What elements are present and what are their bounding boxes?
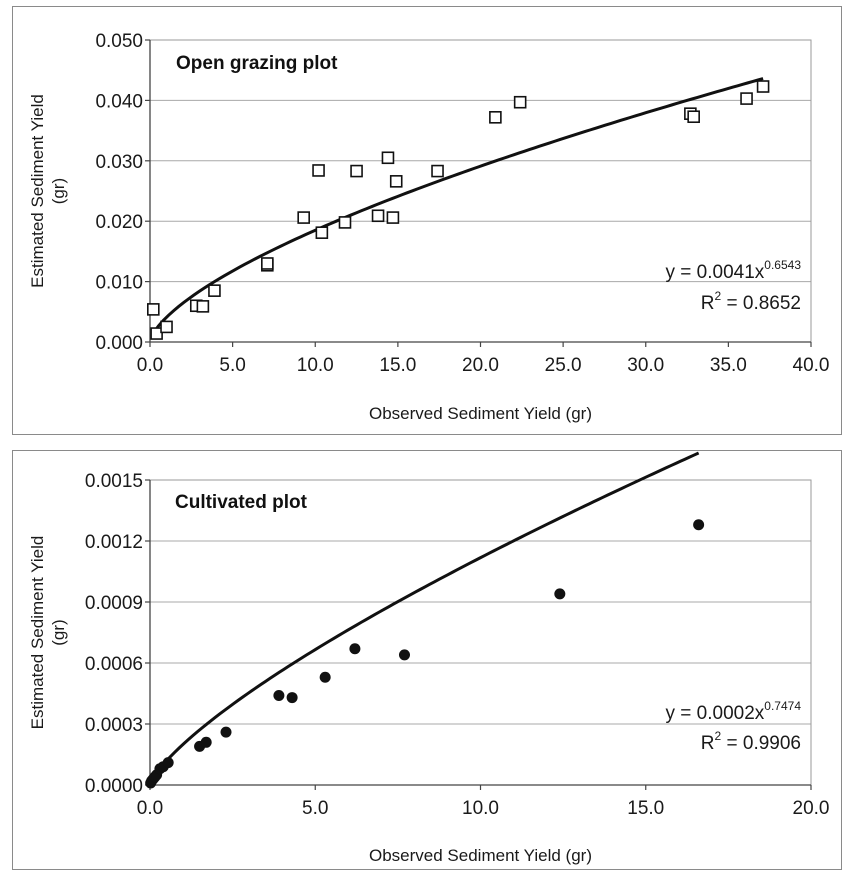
x-tick-label: 0.0 bbox=[137, 355, 163, 376]
data-point bbox=[381, 151, 395, 165]
r-squared-label: R2 = 0.8652 bbox=[701, 289, 801, 314]
data-point bbox=[554, 588, 566, 600]
x-tick-label: 15.0 bbox=[627, 798, 664, 819]
x-tick-label: 25.0 bbox=[545, 355, 582, 376]
data-point bbox=[371, 209, 385, 223]
data-point bbox=[312, 164, 325, 177]
data-point bbox=[160, 320, 173, 334]
data-point bbox=[261, 257, 274, 270]
data-point bbox=[273, 690, 285, 702]
y-tick-label: 0.040 bbox=[95, 91, 143, 112]
data-point bbox=[398, 649, 410, 661]
data-point bbox=[286, 692, 298, 704]
y-axis-title-line: (gr) bbox=[49, 619, 68, 645]
chart-panel-cultivated: 0.0000 0.0003 0.0006 0.0009 0.0012 0.0015 0.0 5… bbox=[12, 450, 842, 870]
data-point bbox=[196, 300, 210, 313]
y-tick-label: 0.030 bbox=[95, 152, 143, 173]
y-tick-label: 0.0006 bbox=[85, 654, 143, 675]
data-point bbox=[756, 80, 770, 93]
x-axis-title: Observed Sediment Yield (gr) bbox=[369, 404, 592, 423]
data-point bbox=[200, 736, 212, 748]
data-point bbox=[513, 95, 527, 109]
data-point bbox=[349, 643, 361, 655]
trendline-equation: y = 0.0002x0.7474 bbox=[666, 699, 802, 724]
chart-svg-open-grazing: 0.000 0.010 0.020 0.030 0.040 0.050 0.0 5.0 10.0… bbox=[28, 31, 830, 423]
y-tick-label: 0.0009 bbox=[85, 593, 143, 614]
data-point bbox=[693, 519, 705, 531]
chart-title: Cultivated plot bbox=[175, 492, 308, 513]
x-tick-label: 0.0 bbox=[137, 798, 163, 819]
trendline bbox=[150, 451, 700, 782]
x-tick-label: 20.0 bbox=[793, 798, 830, 819]
data-point bbox=[315, 226, 329, 239]
data-point bbox=[389, 175, 403, 188]
data-point bbox=[150, 327, 163, 340]
x-tick-label: 10.0 bbox=[462, 798, 499, 819]
x-tick-label: 15.0 bbox=[379, 355, 416, 376]
y-axis-title-line: Estimated Sediment Yield bbox=[28, 94, 47, 288]
chart-panel-open-grazing: 0.000 0.010 0.020 0.030 0.040 0.050 0.0 5.0 10.0… bbox=[12, 6, 842, 435]
data-point bbox=[740, 92, 753, 105]
x-tick-label: 30.0 bbox=[627, 355, 664, 376]
data-point bbox=[162, 757, 174, 769]
y-tick-label: 0.0000 bbox=[85, 776, 143, 797]
data-point bbox=[208, 284, 221, 297]
data-point bbox=[220, 726, 232, 738]
x-tick-label: 40.0 bbox=[793, 355, 830, 376]
data-point bbox=[297, 211, 310, 224]
y-tick-label: 0.0003 bbox=[85, 715, 143, 736]
y-tick-label: 0.050 bbox=[95, 31, 143, 52]
data-point bbox=[489, 111, 502, 124]
chart-title: Open grazing plot bbox=[176, 53, 338, 74]
x-tick-label: 5.0 bbox=[219, 355, 245, 376]
data-point bbox=[687, 110, 700, 124]
y-tick-label: 0.010 bbox=[95, 273, 143, 294]
data-point bbox=[338, 216, 352, 229]
data-point bbox=[350, 164, 363, 178]
x-tick-label: 20.0 bbox=[462, 355, 499, 376]
data-point bbox=[319, 671, 331, 683]
trendline bbox=[152, 77, 764, 335]
x-tick-label: 5.0 bbox=[302, 798, 328, 819]
y-tick-label: 0.0012 bbox=[85, 532, 143, 553]
y-tick-label: 0.000 bbox=[95, 333, 143, 354]
y-axis-title-line: Estimated Sediment Yield bbox=[28, 536, 47, 730]
data-point bbox=[431, 164, 444, 178]
y-tick-label: 0.020 bbox=[95, 212, 143, 233]
data-point bbox=[147, 303, 160, 316]
x-tick-label: 35.0 bbox=[710, 355, 747, 376]
y-axis-title-line: (gr) bbox=[49, 178, 68, 204]
x-tick-label: 10.0 bbox=[297, 355, 334, 376]
data-point bbox=[386, 211, 400, 224]
trendline-equation: y = 0.0041x0.6543 bbox=[666, 258, 802, 283]
x-axis-title: Observed Sediment Yield (gr) bbox=[369, 846, 592, 865]
y-tick-label: 0.0015 bbox=[85, 471, 143, 492]
chart-svg-cultivated: 0.0000 0.0003 0.0006 0.0009 0.0012 0.0015 0.0 5… bbox=[28, 451, 830, 865]
r-squared-label: R2 = 0.9906 bbox=[701, 729, 801, 754]
